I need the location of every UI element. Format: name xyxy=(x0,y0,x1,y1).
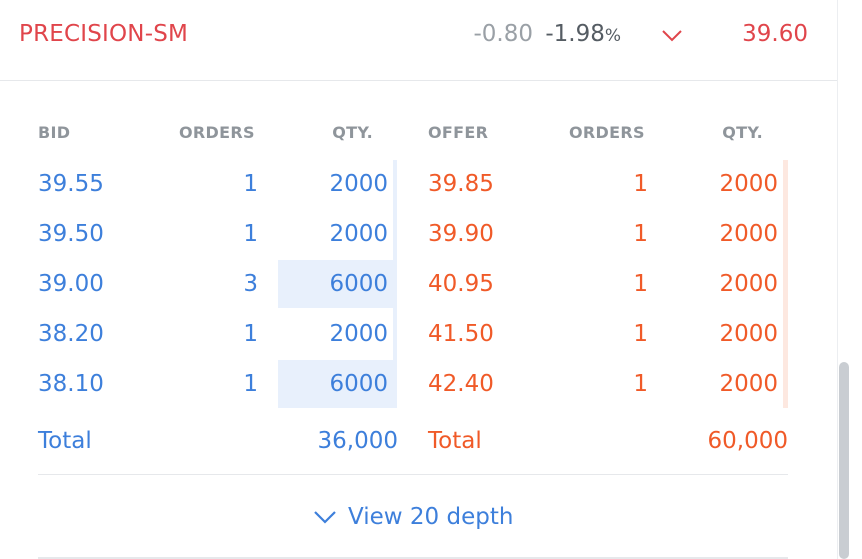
column-header-bid-qty: QTY. xyxy=(332,123,373,142)
offer-orders: 1 xyxy=(633,171,648,197)
offer-qty: 2000 xyxy=(719,321,778,347)
offer-total-value: 60,000 xyxy=(707,428,788,454)
bid-depth-bar xyxy=(278,360,393,408)
market-depth-panel: PRECISION-SM -0.80 -1.98% 39.60 BID ORDE… xyxy=(0,0,838,559)
bid-total-label: Total xyxy=(38,428,92,454)
offer-total-label: Total xyxy=(428,428,482,454)
bid-orders: 1 xyxy=(243,221,258,247)
bid-qty: 2000 xyxy=(329,321,388,347)
bid-depth-bar xyxy=(278,260,393,308)
offer-orders: 1 xyxy=(633,271,648,297)
chevron-down-icon xyxy=(314,511,336,524)
bid-price: 38.20 xyxy=(38,321,104,347)
column-header-bid-orders: ORDERS xyxy=(179,123,255,142)
bid-price: 39.00 xyxy=(38,271,104,297)
offer-orders: 1 xyxy=(633,321,648,347)
offer-orders: 1 xyxy=(633,221,648,247)
percent-sign: % xyxy=(604,26,621,46)
symbol-name[interactable]: PRECISION-SM xyxy=(19,21,189,47)
column-header-bid: BID xyxy=(38,123,71,142)
bid-price: 38.10 xyxy=(38,371,104,397)
bid-orders: 1 xyxy=(243,171,258,197)
bid-depth-rail xyxy=(393,160,397,408)
offer-orders: 1 xyxy=(633,371,648,397)
price-change-percent: -1.98% xyxy=(545,21,621,47)
bid-orders: 3 xyxy=(243,271,258,297)
view-depth-button[interactable]: View 20 depth xyxy=(312,502,513,532)
last-price: 39.60 xyxy=(742,21,808,47)
price-change: -0.80 xyxy=(473,21,533,47)
offer-qty: 2000 xyxy=(719,221,778,247)
column-header-offer-orders: ORDERS xyxy=(569,123,645,142)
offer-qty: 2000 xyxy=(719,271,778,297)
bottom-divider xyxy=(38,557,788,559)
column-header-offer-qty: QTY. xyxy=(722,123,763,142)
offer-depth-rail xyxy=(783,160,788,408)
column-header-offer: OFFER xyxy=(428,123,489,142)
bid-orders: 1 xyxy=(243,321,258,347)
offer-price: 41.50 xyxy=(428,321,494,347)
chevron-down-icon xyxy=(662,30,682,42)
bid-price: 39.55 xyxy=(38,171,104,197)
offer-price: 42.40 xyxy=(428,371,494,397)
view-depth-label: View 20 depth xyxy=(348,504,514,530)
bid-price: 39.50 xyxy=(38,221,104,247)
bid-qty: 2000 xyxy=(329,221,388,247)
offer-qty: 2000 xyxy=(719,171,778,197)
bid-qty: 2000 xyxy=(329,171,388,197)
quote-header[interactable]: PRECISION-SM -0.80 -1.98% 39.60 xyxy=(0,0,837,81)
offer-price: 39.85 xyxy=(428,171,494,197)
bid-qty: 6000 xyxy=(329,271,388,297)
bid-qty: 6000 xyxy=(329,371,388,397)
offer-price: 39.90 xyxy=(428,221,494,247)
price-change-percent-value: -1.98 xyxy=(545,21,605,47)
bid-orders: 1 xyxy=(243,371,258,397)
offer-qty: 2000 xyxy=(719,371,778,397)
divider xyxy=(38,474,788,475)
bid-total-value: 36,000 xyxy=(317,428,398,454)
offer-price: 40.95 xyxy=(428,271,494,297)
scrollbar-thumb[interactable] xyxy=(839,362,849,559)
